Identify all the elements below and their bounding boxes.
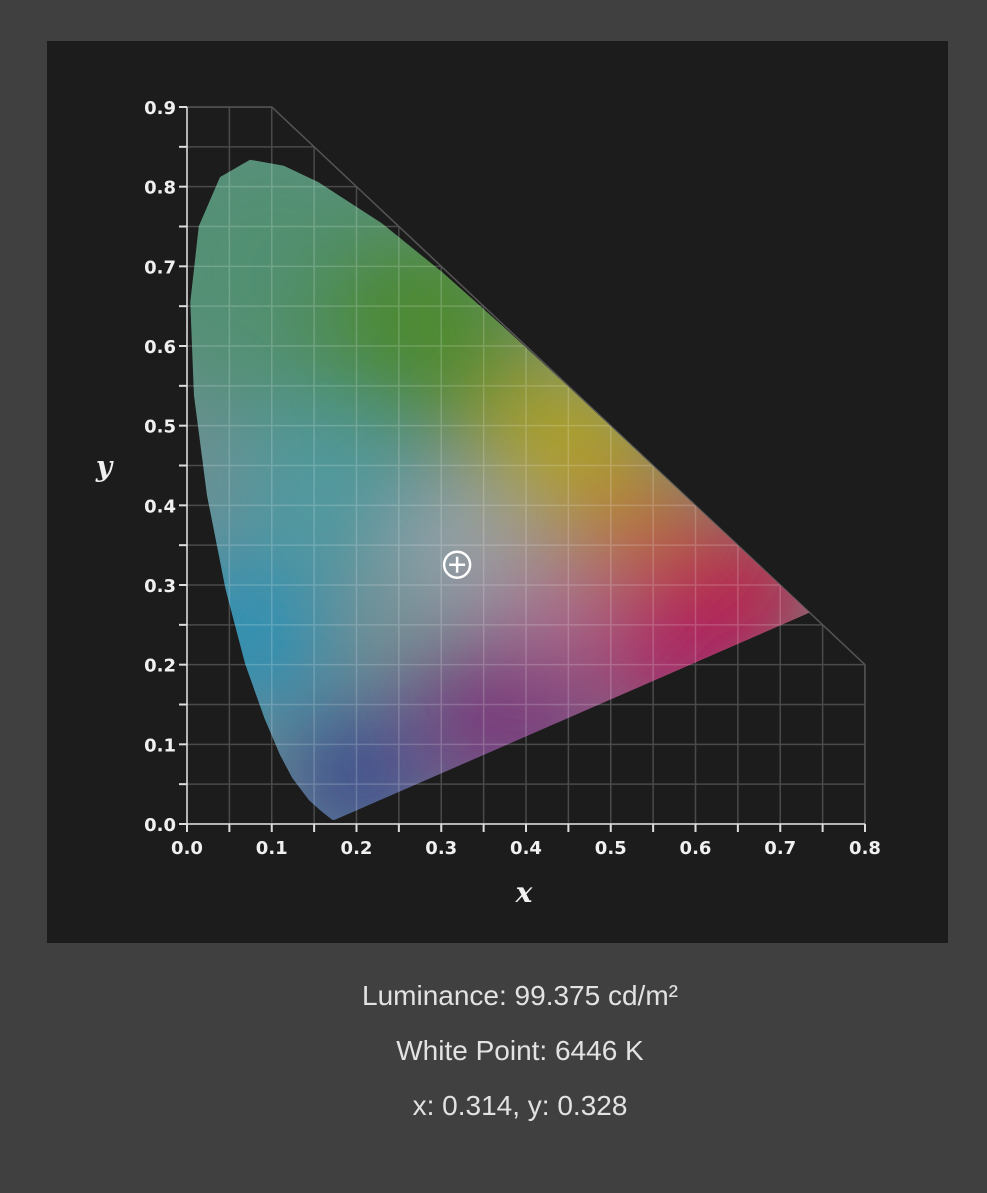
- y-tick-label: 0.9: [144, 98, 176, 119]
- luminance-readout: Luminance: 99.375 cd/m²: [362, 980, 678, 1011]
- y-tick-label: 0.8: [144, 178, 176, 199]
- x-tick-label: 0.0: [171, 838, 203, 859]
- y-tick-label: 0.3: [144, 576, 176, 597]
- x-tick-label: 0.4: [510, 838, 542, 859]
- coordinates-readout: x: 0.314, y: 0.328: [412, 1090, 628, 1121]
- y-tick-label: 0.2: [144, 656, 176, 677]
- x-tick-label: 0.7: [764, 838, 796, 859]
- axes: 0.0 0.1 0.2 0.3 0.4 0.5 0.6 0.7 0.8 0.0 0.1 0.2 0.3 0…: [144, 98, 881, 859]
- y-axis-label: y: [95, 450, 114, 483]
- y-tick-label: 0.4: [144, 496, 176, 517]
- x-tick-label: 0.8: [849, 838, 881, 859]
- x-tick-label: 0.1: [256, 838, 288, 859]
- white-point-readout: White Point: 6446 K: [396, 1035, 644, 1066]
- color-region: [232, 399, 413, 580]
- color-region: [398, 493, 519, 614]
- x-axis-label: x: [515, 876, 533, 909]
- x-tick-label: 0.3: [425, 838, 457, 859]
- x-tick-label: 0.2: [341, 838, 373, 859]
- x-tick-label: 0.6: [680, 838, 712, 859]
- x-tick-label: 0.5: [595, 838, 627, 859]
- y-tick-label: 0.7: [144, 257, 176, 278]
- y-tick-label: 0.5: [144, 417, 176, 438]
- y-tick-label: 0.1: [144, 735, 176, 756]
- y-tick-label: 0.0: [144, 815, 176, 836]
- white-point-marker: [442, 550, 472, 579]
- crosshair-circle-icon: [442, 550, 472, 579]
- color-region: [491, 548, 612, 669]
- y-tick-label: 0.6: [144, 337, 176, 358]
